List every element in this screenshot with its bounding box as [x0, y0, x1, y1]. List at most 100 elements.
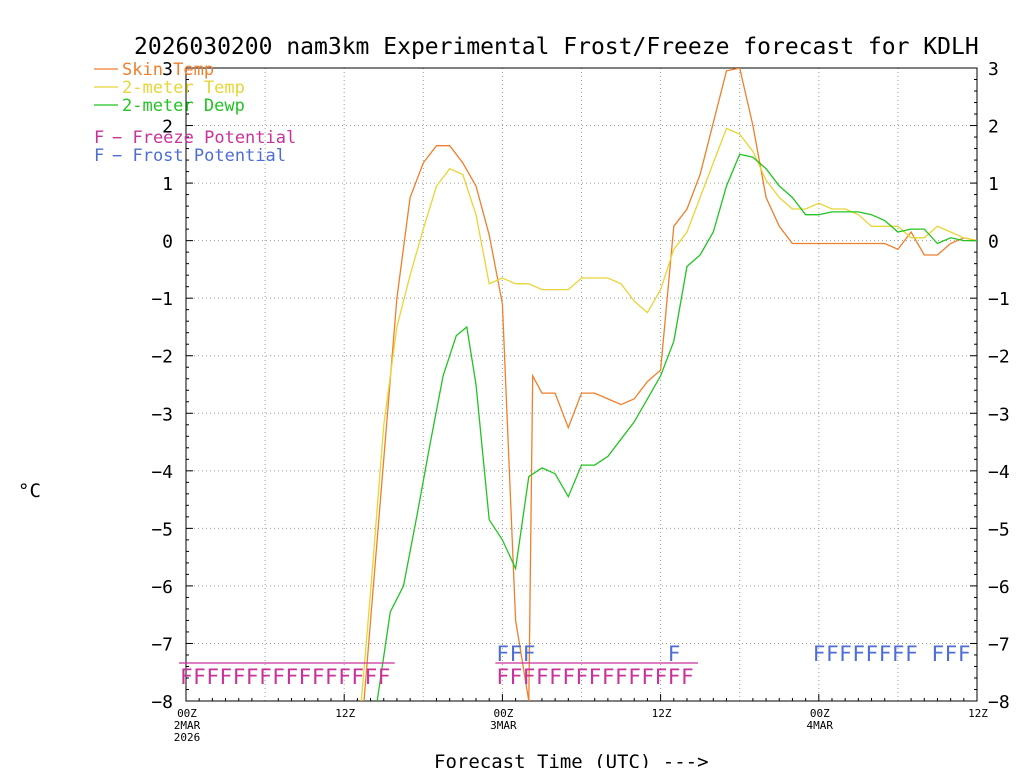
freeze-potential-marker: F: [496, 665, 509, 689]
freeze-potential-marker: F: [615, 665, 628, 689]
frost-potential-marker: F: [931, 642, 944, 666]
y-tick-label-right: −8: [988, 692, 1010, 713]
frost-potential-marker: F: [839, 642, 852, 666]
freeze-potential-marker: F: [641, 665, 654, 689]
x-tick-label: 4MAR: [807, 719, 834, 732]
series-line-2-meter-dewp: [376, 153, 977, 701]
freeze-potential-marker: F: [628, 665, 641, 689]
y-axis-label: °C: [18, 480, 41, 502]
frost-potential-marker: F: [496, 642, 509, 666]
series-line-skin-temp: [363, 68, 977, 701]
freeze-potential-marker: F: [378, 665, 391, 689]
legend-2m-temp: 2-meter Temp: [122, 78, 245, 98]
frost-potential-marker: F: [813, 642, 826, 666]
grid: [186, 68, 977, 701]
freeze-potential-marker: F: [668, 665, 681, 689]
freeze-potential-marker: F: [206, 665, 219, 689]
x-tick-label: 3MAR: [490, 719, 517, 732]
y-tick-label-left: 2: [162, 117, 173, 138]
y-tick-label-left: −8: [151, 692, 173, 713]
freeze-potential-marker: F: [523, 665, 536, 689]
y-tick-label-left: −3: [151, 404, 173, 425]
y-tick-label-right: 1: [988, 174, 999, 195]
y-tick-label-right: −2: [988, 347, 1010, 368]
freeze-potential-marker: F: [220, 665, 233, 689]
freeze-potential-marker: F: [681, 665, 694, 689]
freeze-potential-marker: F: [312, 665, 325, 689]
frost-potential-marker: F: [668, 642, 681, 666]
y-tick-label-right: −3: [988, 404, 1010, 425]
legend-frost-potential: − Frost Potential: [112, 146, 286, 166]
x-tick-label: 00Z: [177, 707, 197, 720]
series-layer: [360, 68, 977, 701]
freeze-potential-marker: F: [259, 665, 272, 689]
x-tick-label: 00Z: [493, 707, 513, 720]
y-tick-label-left: −7: [151, 634, 173, 655]
frost-potential-marker: F: [892, 642, 905, 666]
frost-potential-marker: F: [852, 642, 865, 666]
x-tick-label: 00Z: [810, 707, 830, 720]
freeze-potential-marker: F: [602, 665, 615, 689]
freeze-potential-marker: F: [272, 665, 285, 689]
freeze-potential-marker: F: [351, 665, 364, 689]
x-axis-label: Forecast Time (UTC) --->: [434, 751, 709, 768]
legend: Skin Temp 2-meter Temp 2-meter Dewp F − …: [94, 60, 296, 166]
freeze-potential-marker: F: [338, 665, 351, 689]
series-line-2-meter-temp: [360, 127, 977, 701]
y-tick-label-right: 3: [988, 59, 999, 80]
freeze-potential-marker: F: [325, 665, 338, 689]
frost-potential-marker: F: [879, 642, 892, 666]
frost-potential-marker: F: [523, 642, 536, 666]
freeze-potential-marker: F: [246, 665, 259, 689]
potential-markers: F F F F F F F F F F F F F F F F F F F F F F F F F F F F F F FF F F F F F F F F…: [179, 642, 970, 689]
legend-2m-dewp: 2-meter Dewp: [122, 96, 245, 116]
freeze-potential-marker: F: [180, 665, 193, 689]
y-tick-label-left: −6: [151, 577, 173, 598]
freeze-potential-marker: F: [655, 665, 668, 689]
freeze-potential-marker: F: [193, 665, 206, 689]
freeze-potential-marker: F: [299, 665, 312, 689]
frost-potential-marker: F: [958, 642, 971, 666]
y-tick-label-right: −5: [988, 519, 1010, 540]
chart-title: 2026030200 nam3km Experimental Frost/Fre…: [134, 34, 979, 60]
frost-potential-marker: F: [945, 642, 958, 666]
y-tick-label-left: −2: [151, 347, 173, 368]
y-tick-label-left: −1: [151, 289, 173, 310]
y-tick-label-left: 3: [162, 59, 173, 80]
legend-skin-temp: Skin Temp: [122, 60, 214, 80]
x-tick-label: 12Z: [335, 707, 355, 720]
freeze-potential-marker: F: [562, 665, 575, 689]
x-tick-label: 12Z: [968, 707, 988, 720]
freeze-potential-marker: F: [549, 665, 562, 689]
freeze-potential-marker: F: [365, 665, 378, 689]
freeze-potential-marker: F: [285, 665, 298, 689]
frost-potential-marker: F: [905, 642, 918, 666]
legend-freeze-marker: F: [94, 128, 104, 148]
frost-potential-marker: F: [826, 642, 839, 666]
freeze-potential-marker: F: [576, 665, 589, 689]
y-tick-label-right: 0: [988, 232, 999, 253]
x-tick-label: 12Z: [652, 707, 672, 720]
y-tick-label-left: −5: [151, 519, 173, 540]
plot-frame: [185, 67, 978, 702]
y-tick-label-right: −7: [988, 634, 1010, 655]
x-tick-label: 2026: [174, 731, 201, 744]
x-tick-label: 2MAR: [174, 719, 201, 732]
axes: 3 3 2 2 1 1 0 0 −1 −1 −2 −2 −3 −3 −4 −4 −5 −5 −6 −6 −7 −7 −8 −8…: [151, 59, 1009, 744]
legend-freeze-potential: − Freeze Potential: [112, 128, 296, 148]
freeze-potential-marker: F: [589, 665, 602, 689]
y-tick-label-right: −6: [988, 577, 1010, 598]
y-tick-label-right: −4: [988, 462, 1010, 483]
freeze-potential-marker: F: [233, 665, 246, 689]
y-tick-label-right: −1: [988, 289, 1010, 310]
frost-potential-marker: F: [866, 642, 879, 666]
y-tick-label-right: 2: [988, 117, 999, 138]
y-tick-label-left: 0: [162, 232, 173, 253]
legend-frost-marker: F: [94, 146, 104, 166]
y-tick-label-left: 1: [162, 174, 173, 195]
freeze-potential-marker: F: [510, 665, 523, 689]
y-tick-label-left: −4: [151, 462, 173, 483]
freeze-potential-marker: F: [536, 665, 549, 689]
frost-potential-marker: F: [510, 642, 523, 666]
